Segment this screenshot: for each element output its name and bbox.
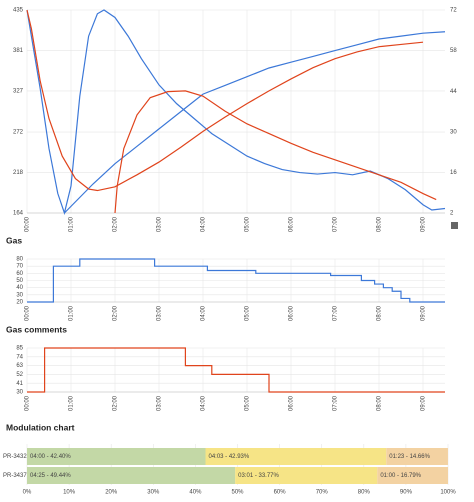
y-tick-label: 40	[16, 285, 23, 291]
x-tick-label: 02:00	[113, 305, 119, 321]
y2-tick-label: 30	[450, 129, 457, 135]
y-tick-label: 41	[16, 381, 23, 387]
category-label: PR-3437	[3, 473, 27, 479]
y-tick-label: 327	[13, 88, 24, 94]
bar-segment	[27, 448, 206, 465]
x-tick-label: 00:00	[25, 395, 31, 411]
y-tick-label: 435	[13, 8, 24, 14]
x-tick-label: 05:00	[245, 305, 251, 321]
x-tick-label: 04:00	[201, 216, 207, 232]
x-tick-label: 50%	[231, 490, 244, 496]
y-tick-label: 60	[16, 271, 23, 277]
x-tick-label: 06:00	[289, 216, 295, 232]
y-tick-label: 85	[16, 346, 23, 352]
data-line	[26, 9, 424, 192]
x-tick-label: 09:00	[421, 395, 427, 411]
x-tick-label: 08:00	[377, 395, 383, 411]
x-tick-label: 05:00	[245, 395, 251, 411]
data-line	[27, 258, 445, 303]
x-tick-label: 07:00	[333, 395, 339, 411]
x-tick-label: 40%	[189, 490, 202, 496]
x-tick-label: 04:00	[201, 305, 207, 321]
x-tick-label: 00:00	[25, 305, 31, 321]
chart-title: Gas comments	[6, 324, 67, 334]
y2-tick-label: 58	[450, 48, 457, 54]
data-line	[63, 31, 446, 214]
x-tick-label: 07:00	[333, 216, 339, 232]
y-tick-label: 80	[16, 257, 23, 263]
x-tick-label: 03:00	[157, 395, 163, 411]
menu-icon[interactable]	[451, 222, 458, 229]
x-tick-label: 06:00	[289, 395, 295, 411]
bar-segment	[377, 467, 448, 484]
data-line	[26, 9, 446, 216]
x-tick-label: 100%	[440, 490, 456, 496]
bar-label: 01:00 - 16.79%	[380, 473, 421, 479]
y-tick-label: 74	[16, 354, 23, 360]
y2-tick-label: 44	[450, 89, 457, 95]
x-tick-label: 10%	[63, 490, 76, 496]
x-tick-label: 20%	[105, 490, 118, 496]
x-tick-label: 05:00	[245, 216, 251, 232]
x-tick-label: 60%	[274, 490, 287, 496]
category-label: PR-3432	[3, 454, 27, 460]
y-tick-label: 50	[16, 278, 23, 284]
y2-tick-label: 72	[450, 8, 457, 14]
x-tick-label: 03:00	[157, 216, 163, 232]
y-tick-label: 20	[16, 300, 23, 306]
y2-tick-label: 16	[450, 170, 457, 176]
x-tick-label: 01:00	[69, 216, 75, 232]
x-tick-label: 70%	[316, 490, 329, 496]
y-tick-label: 30	[16, 292, 23, 298]
x-tick-label: 02:00	[113, 395, 119, 411]
x-tick-label: 04:00	[201, 395, 207, 411]
data-line	[27, 347, 445, 393]
x-tick-label: 30%	[147, 490, 160, 496]
x-tick-label: 02:00	[113, 216, 119, 232]
x-tick-label: 06:00	[289, 305, 295, 321]
x-tick-label: 80%	[358, 490, 371, 496]
y-tick-label: 30	[16, 390, 23, 396]
bar-segment	[235, 467, 378, 484]
x-tick-label: 03:00	[157, 305, 163, 321]
x-tick-label: 01:00	[69, 305, 75, 321]
x-tick-label: 09:00	[421, 216, 427, 232]
y-tick-label: 52	[16, 372, 23, 378]
y-tick-label: 164	[13, 211, 24, 217]
bar-label: 04:25 - 49.44%	[30, 473, 71, 479]
bar-label: 04:00 - 42.40%	[30, 454, 71, 460]
x-tick-label: 09:00	[421, 305, 427, 321]
y-tick-label: 218	[13, 170, 24, 176]
bar-segment	[386, 448, 448, 465]
data-line	[114, 90, 437, 214]
x-tick-label: 01:00	[69, 395, 75, 411]
bar-segment	[205, 448, 387, 465]
chart-title: Gas	[6, 235, 22, 245]
x-tick-label: 00:00	[25, 216, 31, 232]
y-tick-label: 381	[13, 48, 24, 54]
y-tick-label: 63	[16, 363, 23, 369]
bar-label: 01:23 - 14.66%	[389, 454, 430, 460]
y2-tick-label: 2	[450, 211, 454, 217]
bar-segment	[27, 467, 236, 484]
y-tick-label: 70	[16, 264, 23, 270]
x-tick-label: 07:00	[333, 305, 339, 321]
chart-title: Modulation chart	[6, 422, 75, 432]
bar-label: 03:01 - 33.77%	[238, 473, 279, 479]
x-tick-label: 08:00	[377, 305, 383, 321]
x-tick-label: 90%	[400, 490, 413, 496]
x-tick-label: 08:00	[377, 216, 383, 232]
x-tick-label: 0%	[23, 490, 32, 496]
bar-label: 04:03 - 42.93%	[209, 454, 250, 460]
y-tick-label: 272	[13, 130, 24, 136]
